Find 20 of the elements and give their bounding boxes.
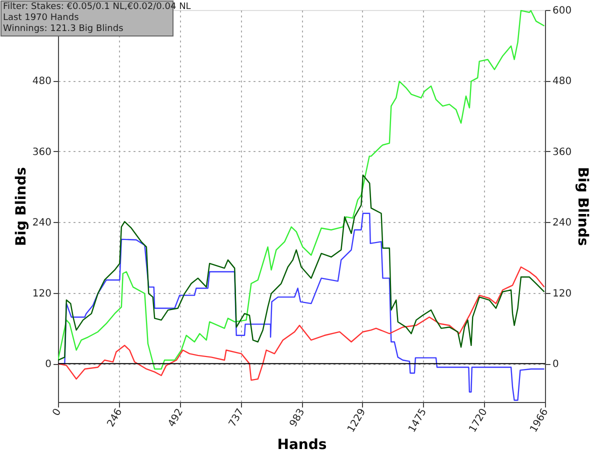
y-axis-title: Big Blinds: [13, 167, 30, 246]
y-tick-label: 0: [45, 359, 52, 370]
y2-tick-label: 240: [552, 218, 572, 229]
y2-tick-label: 600: [552, 6, 572, 16]
annotation: Filter: Stakes: €0.05/0.1 NL,€0.02/0.04 NL: [3, 2, 191, 12]
x-tick-label: 0: [50, 407, 64, 418]
y-tick-label: 240: [32, 218, 52, 229]
x-axis-title: Hands: [277, 437, 327, 452]
y2-axis-title: Big Blinds: [574, 167, 591, 246]
y-tick-label: 480: [32, 76, 52, 88]
y2-tick-label: 480: [552, 76, 572, 88]
y2-tick-label: 120: [552, 288, 572, 300]
line-series: [58, 266, 545, 381]
y-tick-label: 360: [32, 146, 52, 158]
y2-tick-label: 360: [552, 146, 572, 158]
y2-tick-label: 0: [552, 359, 559, 370]
annotation: Winnings: 121.3 Big Blinds: [3, 24, 124, 34]
annotation: Last 1970 Hands: [3, 13, 80, 23]
line-series: [58, 174, 545, 361]
y-tick-label: 120: [32, 288, 52, 300]
